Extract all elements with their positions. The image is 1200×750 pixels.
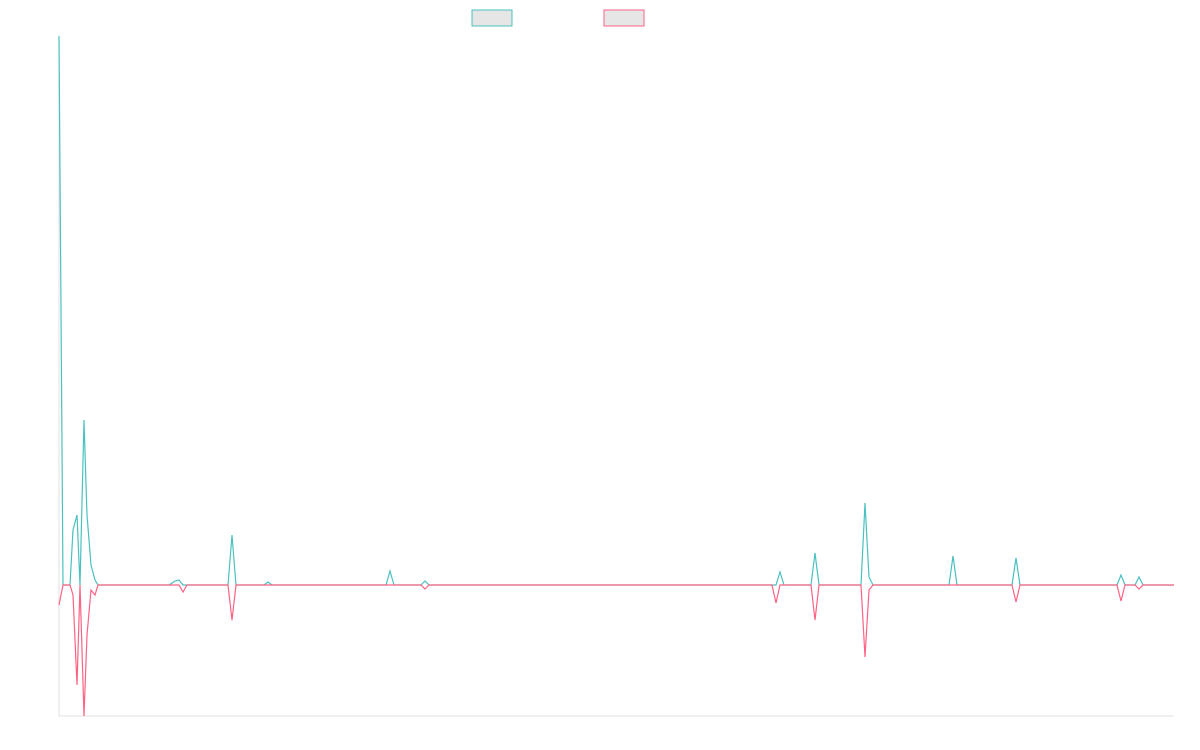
series-line <box>58 584 1174 717</box>
series-line <box>58 35 1174 586</box>
legend-swatch <box>471 9 513 27</box>
legend-swatch <box>603 9 645 27</box>
